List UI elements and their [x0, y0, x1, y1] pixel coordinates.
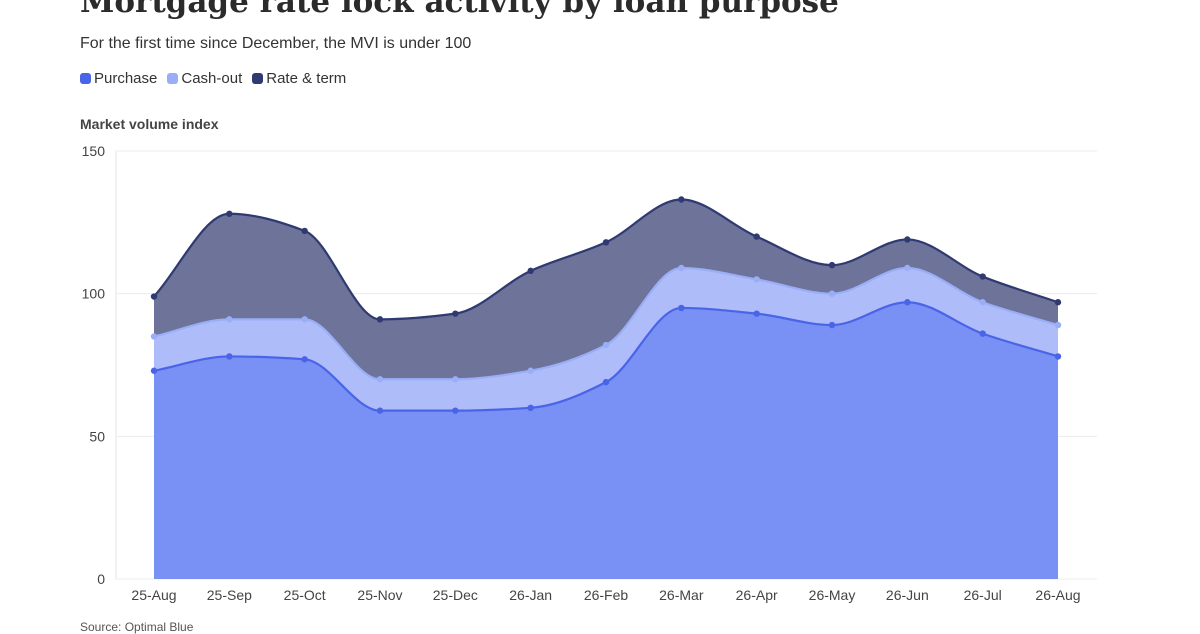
point-rate-and-term-25-Sep: [226, 210, 233, 217]
x-tick-label-26-May: 26-May: [809, 587, 856, 603]
legend-item-cash-out[interactable]: Cash-out: [167, 70, 242, 87]
legend-label-rate-and-term: Rate & term: [266, 70, 347, 87]
legend: Purchase Cash-out Rate & term: [80, 70, 346, 87]
legend-swatch-cash-out: [167, 73, 179, 84]
x-tick-label-26-Feb: 26-Feb: [584, 587, 629, 603]
point-purchase-26-May: [828, 321, 836, 329]
x-tick-label-26-Jul: 26-Jul: [964, 587, 1002, 603]
point-rate-and-term-26-Feb: [602, 239, 610, 246]
point-purchase-25-Aug: [150, 367, 158, 374]
y-tick-label-100: 100: [82, 286, 106, 302]
x-tick-label-26-Jun: 26-Jun: [886, 587, 929, 603]
point-rate-and-term-26-Jul: [979, 273, 986, 280]
legend-label-purchase: Purchase: [94, 70, 158, 87]
point-rate-and-term-26-Mar: [678, 196, 685, 203]
x-tick-label-25-Sep: 25-Sep: [207, 587, 252, 603]
legend-label-cash-out: Cash-out: [181, 70, 243, 87]
y-tick-label-50: 50: [89, 428, 105, 444]
point-purchase-26-Mar: [678, 304, 685, 312]
point-rate-and-term-26-May: [828, 261, 836, 269]
point-cash-out-26-Apr: [753, 276, 760, 283]
source-note: Source: Optimal Blue: [80, 620, 194, 634]
point-rate-and-term-25-Dec: [452, 310, 459, 317]
point-purchase-26-Jun: [904, 299, 911, 306]
point-cash-out-25-Aug: [150, 333, 158, 340]
area-rate-and-term: [154, 199, 1058, 380]
chart-subtitle: For the first time since December, the M…: [80, 35, 472, 52]
point-cash-out-25-Sep: [226, 316, 233, 323]
x-tick-label-25-Aug: 25-Aug: [131, 587, 176, 603]
legend-swatch-purchase: [80, 73, 91, 84]
point-cash-out-26-Jan: [527, 367, 534, 374]
x-tick-label-25-Oct: 25-Oct: [284, 587, 326, 603]
point-rate-and-term-26-Apr: [753, 233, 760, 240]
point-cash-out-26-May: [828, 290, 836, 297]
legend-item-purchase[interactable]: Purchase: [80, 70, 157, 87]
point-purchase-26-Apr: [753, 310, 760, 317]
point-rate-and-term-26-Jan: [527, 267, 534, 275]
y-axis-label: Market volume index: [80, 116, 219, 132]
point-rate-and-term-25-Oct: [301, 227, 308, 235]
x-tick-label-26-Mar: 26-Mar: [659, 587, 704, 603]
point-purchase-26-Jan: [527, 404, 534, 411]
x-tick-label-26-Jan: 26-Jan: [509, 587, 552, 603]
chart-title: Mortgage rate lock activity by loan purp…: [80, 0, 839, 20]
point-cash-out-26-Jun: [904, 264, 911, 272]
area-purchase: [154, 302, 1058, 579]
point-cash-out-26-Aug: [1054, 321, 1062, 329]
x-tick-label-25-Nov: 25-Nov: [357, 587, 402, 603]
point-purchase-26-Jul: [979, 330, 986, 337]
x-tick-label-25-Dec: 25-Dec: [433, 587, 478, 603]
point-purchase-26-Aug: [1054, 353, 1062, 360]
x-tick-label-26-Aug: 26-Aug: [1035, 587, 1080, 603]
point-purchase-26-Feb: [602, 378, 610, 386]
point-rate-and-term-25-Nov: [376, 316, 384, 323]
point-cash-out-25-Dec: [452, 376, 459, 383]
y-tick-label-150: 150: [82, 143, 106, 159]
point-purchase-25-Oct: [301, 356, 308, 363]
point-purchase-25-Nov: [376, 407, 384, 414]
x-tick-label-26-Apr: 26-Apr: [736, 587, 778, 603]
area-cash-out: [154, 267, 1058, 411]
area-layer: [154, 199, 1058, 579]
point-purchase-25-Dec: [452, 407, 459, 414]
point-rate-and-term-26-Jun: [904, 236, 911, 243]
point-rate-and-term-26-Aug: [1054, 299, 1062, 306]
tick-layer: 0 50 100 150 25-Aug 25-Sep 25-Oct 25-Nov 25-Dec 2…: [82, 143, 1081, 603]
y-tick-label-0: 0: [97, 571, 105, 587]
point-cash-out-26-Feb: [602, 341, 610, 349]
point-rate-and-term-25-Aug: [150, 293, 158, 300]
legend-item-rate-and-term[interactable]: Rate & term: [252, 70, 346, 87]
legend-swatch-rate-and-term: [252, 73, 264, 84]
point-cash-out-26-Mar: [678, 264, 685, 272]
point-purchase-25-Sep: [226, 353, 233, 360]
point-cash-out-25-Nov: [376, 376, 384, 383]
point-layer: [150, 196, 1062, 414]
point-cash-out-26-Jul: [979, 299, 986, 306]
point-cash-out-25-Oct: [301, 316, 308, 323]
